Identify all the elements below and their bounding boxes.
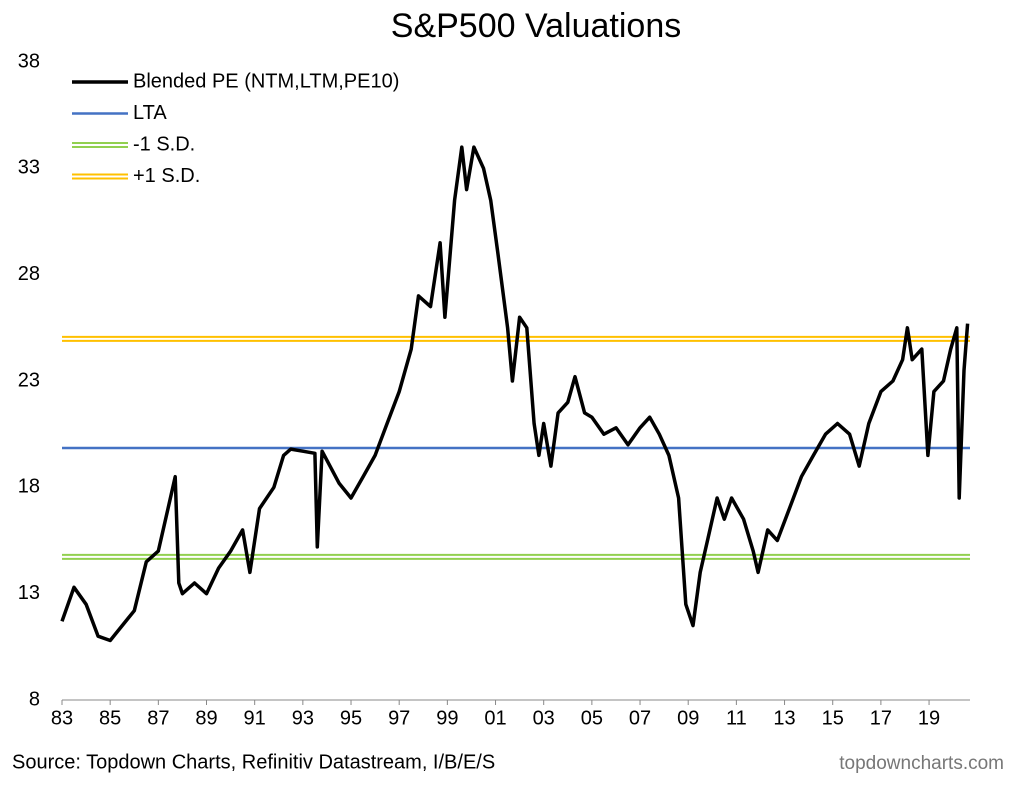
y-tick-label: 8 <box>29 688 40 710</box>
chart-title: S&P500 Valuations <box>391 7 681 45</box>
legend-label: LTA <box>133 102 167 124</box>
x-tick-label: 05 <box>581 707 603 729</box>
y-tick-label: 23 <box>18 369 40 391</box>
y-tick-label: 38 <box>18 50 40 72</box>
x-tick-label: 93 <box>292 707 314 729</box>
x-tick-label: 11 <box>726 707 747 729</box>
legend-label: Blended PE (NTM,LTM,PE10) <box>133 70 399 92</box>
y-tick-label: 18 <box>18 476 40 498</box>
legend-label: -1 S.D. <box>133 133 195 155</box>
watermark: topdowncharts.com <box>839 753 1004 774</box>
x-tick-label: 95 <box>340 707 362 729</box>
x-tick-label: 13 <box>773 707 795 729</box>
x-tick-label: 85 <box>99 707 121 729</box>
x-tick-label: 09 <box>677 707 699 729</box>
x-tick-label: 07 <box>629 707 651 729</box>
x-tick-label: 91 <box>244 707 266 729</box>
data-line <box>60 145 970 643</box>
y-tick-label: 28 <box>18 263 40 285</box>
x-tick-label: 15 <box>822 707 844 729</box>
legend-label: +1 S.D. <box>133 165 200 187</box>
x-tick-label: 19 <box>918 707 940 729</box>
y-tick-label: 13 <box>18 582 40 604</box>
x-tick-label: 83 <box>51 707 73 729</box>
x-tick-label: 17 <box>870 707 892 729</box>
x-tick-label: 97 <box>388 707 410 729</box>
x-tick-label: 03 <box>533 707 555 729</box>
x-tick-label: 87 <box>147 707 169 729</box>
y-tick-label: 33 <box>18 157 40 179</box>
x-tick-label: 89 <box>195 707 217 729</box>
x-tick-label: 01 <box>484 707 506 729</box>
x-tick-label: 99 <box>436 707 458 729</box>
source-note: Source: Topdown Charts, Refinitiv Datast… <box>12 751 495 773</box>
